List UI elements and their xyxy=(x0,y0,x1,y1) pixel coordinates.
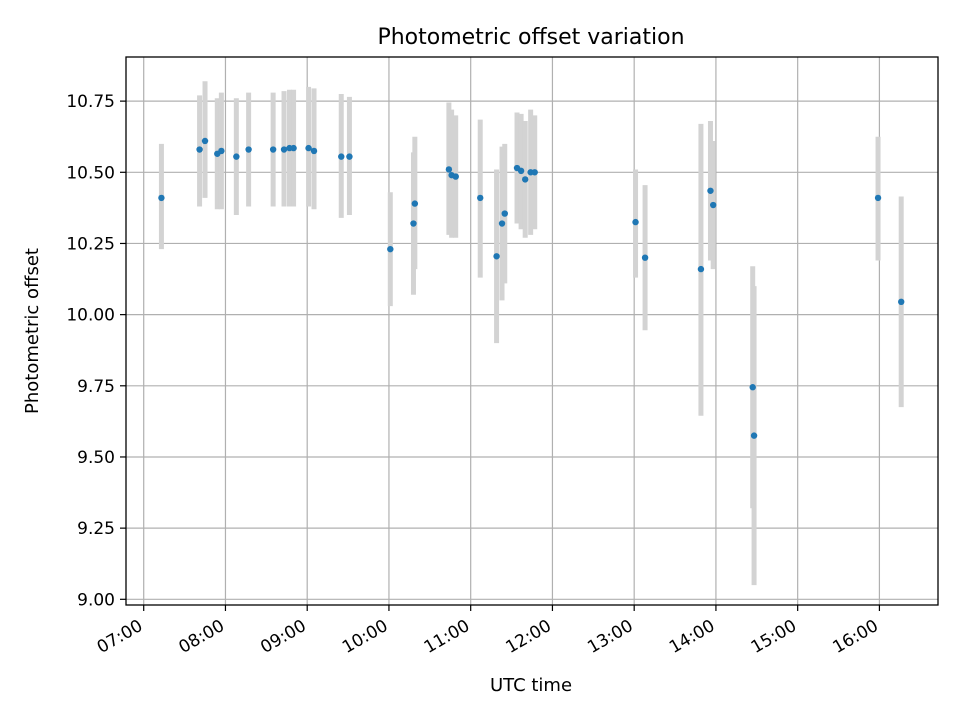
y-tick-label: 10.50 xyxy=(66,163,115,183)
x-tick-label: 07:00 xyxy=(94,616,146,658)
data-point xyxy=(632,218,639,226)
data-point xyxy=(452,173,459,180)
data-point xyxy=(710,201,717,209)
plot-frame xyxy=(125,56,939,606)
y-tick-label: 9.00 xyxy=(77,590,115,610)
data-point xyxy=(750,432,758,439)
data-point xyxy=(245,146,252,153)
x-tick-label: 10:00 xyxy=(339,616,391,658)
data-point xyxy=(501,210,508,217)
x-tick-label: 15:00 xyxy=(748,616,800,658)
data-point xyxy=(707,187,714,194)
data-point xyxy=(411,200,419,207)
y-axis-label: Photometric offset xyxy=(22,248,43,414)
data-points xyxy=(158,137,905,439)
data-point xyxy=(749,384,756,391)
y-tick-label: 9.75 xyxy=(77,377,115,397)
data-point xyxy=(310,147,318,155)
error-bars xyxy=(158,81,904,586)
x-tick-label: 14:00 xyxy=(666,616,718,658)
data-point xyxy=(280,146,288,153)
data-point xyxy=(196,146,203,153)
data-point xyxy=(269,146,277,153)
data-point xyxy=(338,153,345,160)
data-point xyxy=(531,169,538,176)
y-tick-label: 10.25 xyxy=(66,234,115,254)
y-axis-ticks: 9.00 9.25 9.50 9.75 10.00 10.25 10.50 10.75 xyxy=(66,92,126,610)
y-tick-label: 10.75 xyxy=(66,92,115,112)
data-point xyxy=(697,265,705,273)
x-tick-label: 08:00 xyxy=(176,616,228,658)
data-point xyxy=(305,144,312,152)
data-point xyxy=(387,245,394,253)
x-tick-label: 09:00 xyxy=(257,616,309,658)
y-tick-label: 9.50 xyxy=(77,448,115,468)
y-tick-label: 10.00 xyxy=(66,306,115,326)
data-point xyxy=(158,194,165,202)
data-point xyxy=(218,147,225,155)
x-tick-label: 13:00 xyxy=(584,616,636,658)
data-point xyxy=(346,153,353,160)
data-point xyxy=(290,144,297,152)
chart-title: Photometric offset variation xyxy=(377,25,684,50)
x-axis-ticks: 07:00 08:00 09:00 10:00 11:00 12:00 13:00 14:00… xyxy=(94,605,882,658)
data-point xyxy=(498,220,506,227)
data-point xyxy=(477,194,484,202)
data-point xyxy=(233,153,240,160)
x-tick-label: 12:00 xyxy=(503,616,555,658)
data-point xyxy=(201,137,209,145)
data-point xyxy=(898,298,905,306)
x-axis-label: UTC time xyxy=(490,675,572,696)
data-point xyxy=(445,166,453,173)
data-point xyxy=(641,254,649,261)
data-point xyxy=(493,253,500,260)
data-point xyxy=(874,194,882,202)
data-point xyxy=(517,167,525,175)
x-tick-label: 16:00 xyxy=(829,616,881,658)
x-tick-label: 11:00 xyxy=(421,616,473,658)
data-point xyxy=(410,220,417,227)
y-tick-label: 9.25 xyxy=(77,519,115,539)
data-point xyxy=(521,176,529,183)
